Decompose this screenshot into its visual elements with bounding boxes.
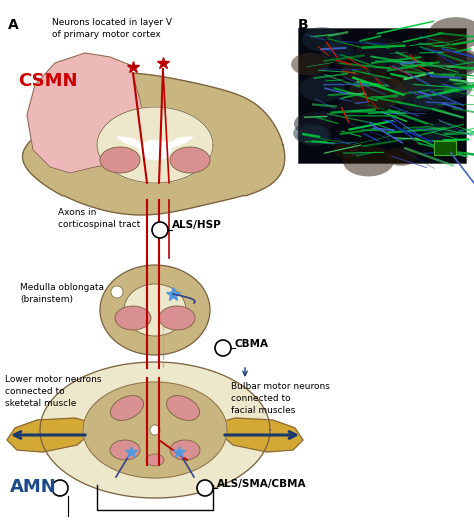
- Ellipse shape: [391, 67, 427, 89]
- Ellipse shape: [429, 49, 474, 78]
- Ellipse shape: [438, 47, 474, 71]
- Ellipse shape: [337, 100, 363, 116]
- Polygon shape: [7, 418, 100, 452]
- Text: Neurons located in layer V
of primary motor cortex: Neurons located in layer V of primary mo…: [52, 18, 172, 39]
- Text: ALS/SMA/CBMA: ALS/SMA/CBMA: [217, 479, 307, 489]
- Text: Bulbar motor neurons
connected to
facial muscles: Bulbar motor neurons connected to facial…: [231, 382, 330, 415]
- FancyBboxPatch shape: [434, 141, 456, 155]
- Ellipse shape: [341, 63, 370, 80]
- Ellipse shape: [398, 84, 423, 98]
- Polygon shape: [210, 418, 303, 452]
- Text: A: A: [8, 18, 19, 32]
- Polygon shape: [118, 137, 192, 149]
- Ellipse shape: [438, 51, 474, 75]
- Ellipse shape: [197, 480, 213, 496]
- Ellipse shape: [428, 17, 474, 50]
- Text: Lower motor neurons
connected to
sketetal muscle: Lower motor neurons connected to sketeta…: [5, 375, 101, 408]
- Polygon shape: [23, 73, 285, 215]
- Ellipse shape: [170, 440, 200, 460]
- Text: Medulla oblongata
(brainstem): Medulla oblongata (brainstem): [20, 283, 104, 304]
- Ellipse shape: [52, 480, 68, 496]
- Ellipse shape: [361, 61, 388, 78]
- Ellipse shape: [115, 306, 151, 330]
- Ellipse shape: [439, 79, 472, 98]
- Ellipse shape: [320, 42, 354, 62]
- Ellipse shape: [313, 111, 332, 123]
- Polygon shape: [27, 53, 147, 173]
- Ellipse shape: [291, 53, 329, 76]
- Ellipse shape: [110, 396, 144, 421]
- Ellipse shape: [110, 440, 140, 460]
- Ellipse shape: [424, 123, 454, 141]
- Ellipse shape: [152, 222, 168, 238]
- Text: CBMA: CBMA: [235, 339, 269, 349]
- Text: Axons in
corticospinal tract: Axons in corticospinal tract: [58, 208, 140, 229]
- Ellipse shape: [392, 53, 425, 73]
- Ellipse shape: [405, 75, 440, 95]
- Ellipse shape: [215, 340, 231, 356]
- Ellipse shape: [100, 147, 140, 173]
- Ellipse shape: [293, 123, 328, 144]
- Ellipse shape: [111, 286, 123, 298]
- Ellipse shape: [139, 140, 171, 160]
- Ellipse shape: [300, 75, 345, 102]
- Polygon shape: [40, 362, 270, 498]
- Ellipse shape: [393, 77, 451, 112]
- Ellipse shape: [150, 425, 160, 435]
- Ellipse shape: [334, 143, 359, 158]
- Ellipse shape: [146, 454, 164, 466]
- Text: B: B: [298, 18, 309, 32]
- Ellipse shape: [170, 147, 210, 173]
- Ellipse shape: [159, 306, 195, 330]
- Ellipse shape: [166, 396, 200, 421]
- Ellipse shape: [349, 75, 406, 110]
- Text: AMN: AMN: [10, 478, 57, 496]
- Ellipse shape: [100, 265, 210, 355]
- Ellipse shape: [297, 126, 331, 146]
- Ellipse shape: [355, 38, 409, 71]
- Ellipse shape: [124, 284, 186, 336]
- Text: CSMN: CSMN: [18, 72, 78, 90]
- Ellipse shape: [302, 28, 342, 51]
- Ellipse shape: [385, 147, 417, 166]
- Ellipse shape: [294, 112, 333, 135]
- Ellipse shape: [414, 88, 450, 110]
- Text: ALS/HSP: ALS/HSP: [172, 220, 222, 230]
- FancyBboxPatch shape: [298, 28, 466, 163]
- Polygon shape: [97, 107, 213, 183]
- Ellipse shape: [343, 146, 394, 176]
- Ellipse shape: [428, 62, 461, 83]
- Ellipse shape: [425, 37, 454, 54]
- Polygon shape: [83, 382, 227, 478]
